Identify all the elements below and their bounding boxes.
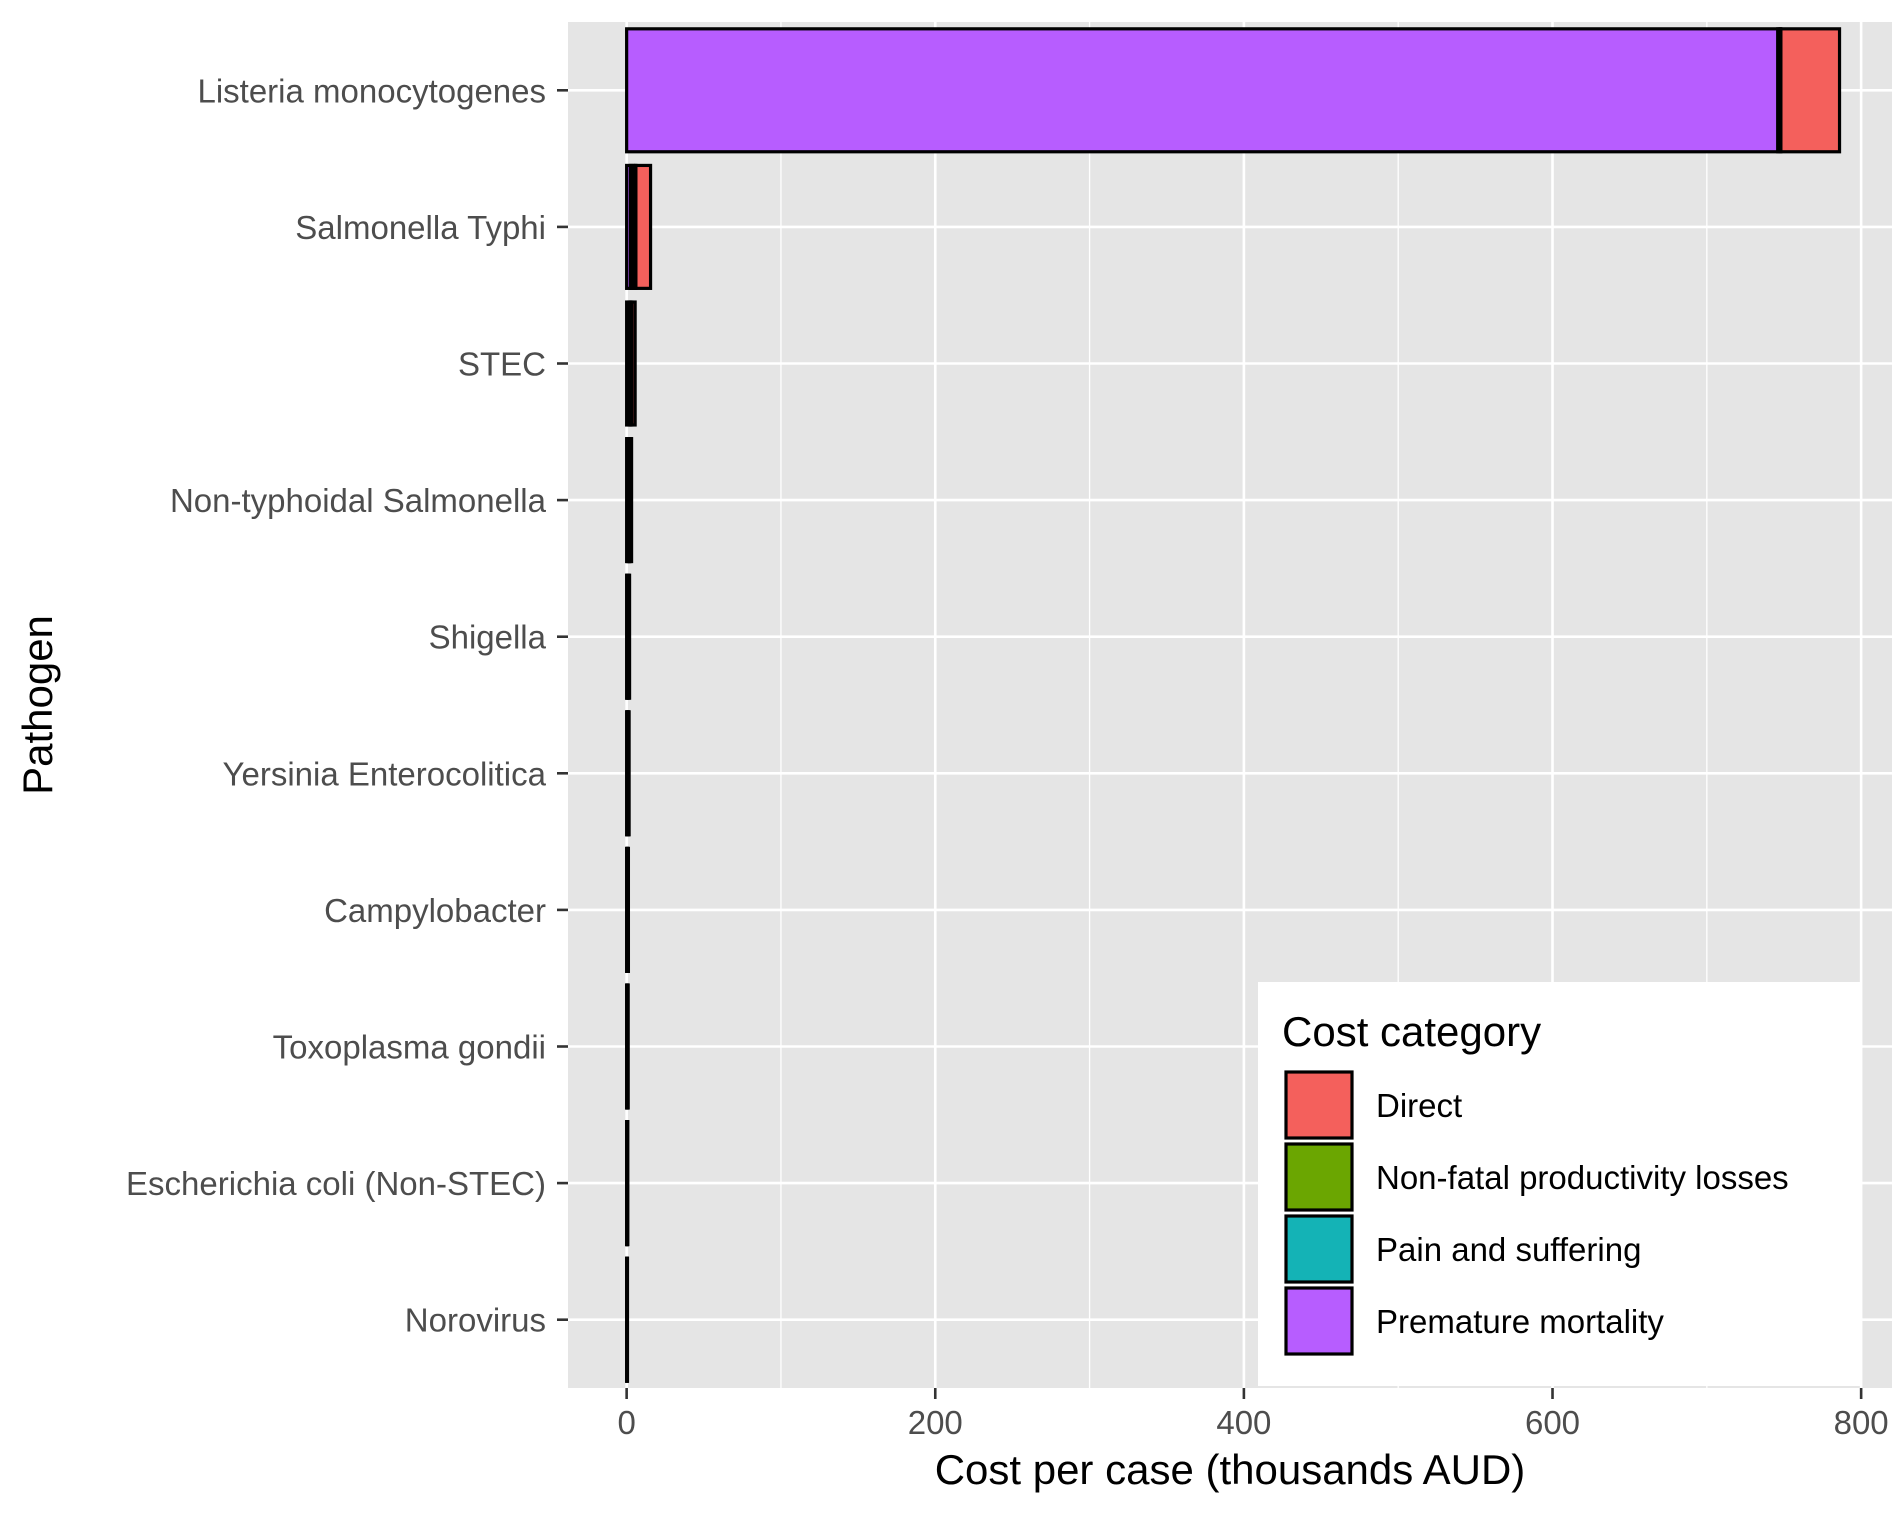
- bar-group: [627, 848, 629, 971]
- y-tick-label: Salmonella Typhi: [295, 209, 546, 246]
- x-tick-label: 600: [1525, 1404, 1580, 1441]
- bar-segment: [630, 439, 632, 562]
- bar-segment: [629, 575, 630, 698]
- legend-key: [1286, 1144, 1352, 1210]
- bar-segment: [627, 29, 1778, 152]
- y-tick-label: Listeria monocytogenes: [197, 72, 546, 109]
- bar-segment: [628, 712, 629, 835]
- bar-group: [627, 985, 629, 1108]
- x-axis-title: Cost per case (thousands AUD): [935, 1446, 1526, 1493]
- bar-segment: [636, 165, 651, 288]
- y-tick-label: Non-typhoidal Salmonella: [170, 482, 547, 519]
- x-axis: 0 200 400 600 800: [617, 1388, 1888, 1441]
- x-tick-label: 200: [908, 1404, 963, 1441]
- y-tick-label: Norovirus: [405, 1302, 546, 1339]
- bar-segment: [632, 302, 635, 425]
- legend-title: Cost category: [1282, 1008, 1541, 1055]
- x-tick-label: 0: [617, 1404, 635, 1441]
- x-tick-label: 400: [1216, 1404, 1271, 1441]
- bar-group: [627, 29, 1840, 152]
- bar-group: [627, 1122, 628, 1245]
- y-axis: Listeria monocytogenes Salmonella Typhi ST…: [126, 72, 568, 1338]
- legend-key: [1286, 1288, 1352, 1354]
- y-tick-label: Toxoplasma gondii: [273, 1029, 546, 1066]
- y-tick-label: STEC: [458, 346, 546, 383]
- y-tick-label: Escherichia coli (Non-STEC): [126, 1165, 546, 1202]
- legend-key: [1286, 1216, 1352, 1282]
- bar-group: [627, 712, 629, 835]
- bar-group: [627, 165, 651, 288]
- legend-label: Non-fatal productivity losses: [1376, 1159, 1789, 1196]
- bar-group: [627, 302, 635, 425]
- legend-key: [1286, 1072, 1352, 1138]
- y-tick-label: Yersinia Enterocolitica: [223, 755, 547, 792]
- bar-group: [627, 575, 630, 698]
- legend-label: Premature mortality: [1376, 1303, 1664, 1340]
- legend-label: Direct: [1376, 1087, 1462, 1124]
- bar-group: [627, 1258, 628, 1381]
- bar-segment: [1781, 29, 1840, 152]
- legend-label: Pain and suffering: [1376, 1231, 1641, 1268]
- y-axis-title: Pathogen: [14, 615, 61, 795]
- x-tick-label: 800: [1834, 1404, 1889, 1441]
- y-tick-label: Shigella: [429, 619, 547, 656]
- y-tick-label: Campylobacter: [324, 892, 546, 929]
- legend: Cost category Direct Non-fatal productivi…: [1258, 982, 1860, 1386]
- bar-group: [627, 439, 632, 562]
